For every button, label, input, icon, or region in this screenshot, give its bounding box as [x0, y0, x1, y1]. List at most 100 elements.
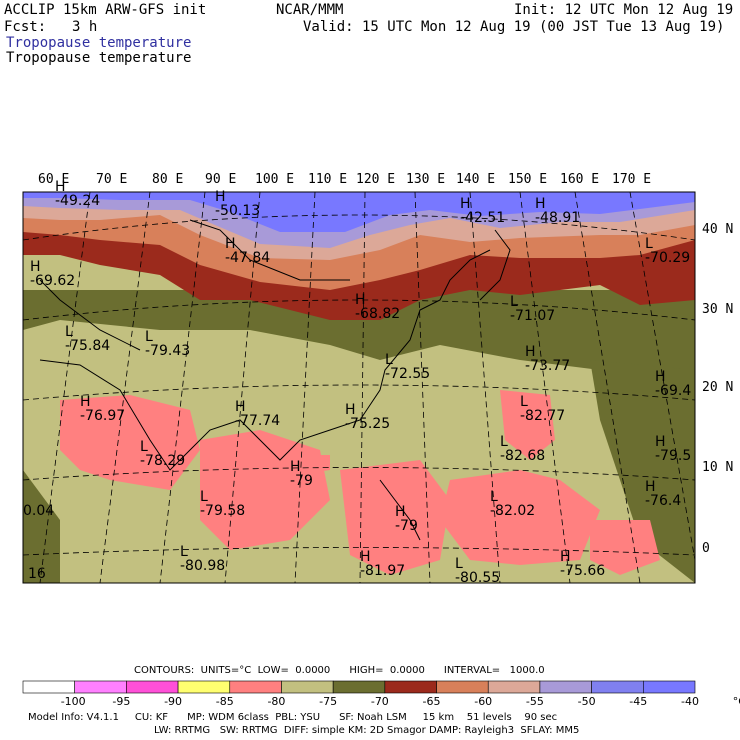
- hl-marker: H: [360, 549, 371, 565]
- hl-value: -49.24: [55, 193, 100, 209]
- hl-marker: L: [520, 394, 528, 410]
- lon-label: 60 E: [38, 172, 70, 187]
- hl-value: -82.68: [500, 448, 545, 464]
- hl-value: -75.84: [65, 338, 110, 354]
- hl-value: -78.29: [140, 453, 185, 469]
- colorbar-swatch: [229, 680, 282, 694]
- hl-value: -79.58: [200, 503, 245, 519]
- colorbar-label: -90: [164, 695, 183, 708]
- hl-marker: H: [655, 434, 666, 450]
- hl-marker: L: [510, 294, 518, 310]
- hl-marker: L: [140, 439, 148, 455]
- hl-value: -75.66: [560, 563, 605, 579]
- hl-labels: H-49.24 H-50.13H-47.84H-42.51H-48.91L-70.…: [23, 179, 691, 586]
- lon-label: 160 E: [560, 172, 600, 187]
- colorbar-swatch: [22, 680, 75, 694]
- model-info-2: LW: RRTMG SW: RRTMG DIFF: simple KM: 2D …: [154, 725, 580, 736]
- hl-marker: H: [80, 394, 91, 410]
- lon-label: 120 E: [356, 172, 396, 187]
- hl-value: -73.77: [525, 358, 570, 374]
- lon-label: 70 E: [96, 172, 128, 187]
- colorbar-swatch: [487, 680, 541, 694]
- hl-value: -47.84: [225, 250, 270, 266]
- colorbar-label: -40: [681, 695, 699, 708]
- hl-value: -82.02: [490, 503, 535, 519]
- valid-time: Valid: 15 UTC Mon 12 Aug 19 (00 JST Tue …: [303, 19, 725, 35]
- hl-value: -76.97: [80, 408, 125, 424]
- colorbar-swatch: [591, 680, 644, 694]
- fcst-label: Fcst:: [4, 19, 47, 35]
- colorbar-label: -100: [60, 695, 86, 708]
- field-title-blue: Tropopause temperature: [6, 35, 192, 51]
- hl-marker: H: [525, 344, 536, 360]
- lon-label: 140 E: [456, 172, 496, 187]
- hl-value: -69.62: [30, 273, 75, 289]
- hl-value: -79: [290, 473, 313, 489]
- hl-value: -68.82: [355, 306, 400, 322]
- hl-marker: H: [55, 179, 66, 195]
- hl-value: -81.97: [360, 563, 405, 579]
- hl-marker: H: [460, 196, 471, 212]
- hl-marker: H: [645, 479, 656, 495]
- field-title-black: Tropopause temperature: [6, 50, 192, 66]
- graticule: [22, 191, 696, 584]
- hl-marker: H: [235, 399, 246, 415]
- colorbar-label: -85: [215, 695, 234, 708]
- colorbar-swatch: [126, 680, 179, 694]
- contours-info: CONTOURS: UNITS=°C LOW= 0.0000 HIGH= 0.0…: [134, 665, 545, 676]
- hl-marker: L: [145, 329, 153, 345]
- hl-marker: L: [65, 324, 73, 340]
- init-time: Init: 12 UTC Mon 12 Aug 19: [514, 2, 734, 18]
- hl-value: -79.5: [655, 448, 691, 464]
- colorbar-label: -65: [422, 695, 441, 708]
- hl-marker: L: [490, 489, 498, 505]
- hl-marker: H: [535, 196, 546, 212]
- hl-marker: L: [200, 489, 208, 505]
- lon-label: 150 E: [508, 172, 548, 187]
- colorbar-label: -50: [577, 695, 596, 708]
- title-left: ACCLIP 15km ARW-GFS init: [4, 2, 207, 18]
- hl-value: -42.51: [460, 210, 505, 226]
- hl-marker: H: [290, 459, 301, 475]
- hl-marker: H: [225, 236, 236, 252]
- colorbar-label: -75: [319, 695, 338, 708]
- hl-marker: L: [645, 236, 653, 252]
- colorbar-label: °C: [732, 695, 740, 708]
- hl-value: -79: [395, 518, 418, 534]
- hl-marker: H: [395, 504, 406, 520]
- lon-label: 170 E: [612, 172, 652, 187]
- hl-value: -82.77: [520, 408, 565, 424]
- fcst-value: 3 h: [72, 19, 98, 35]
- hl-marker: L: [385, 352, 393, 368]
- hl-value: -77.74: [235, 413, 280, 429]
- map-fill: [23, 192, 695, 583]
- hl-value: -71.07: [510, 308, 555, 324]
- lat-label: 10 N: [702, 460, 734, 475]
- hl-marker: L: [455, 556, 463, 572]
- hl-value: -76.4: [645, 493, 681, 509]
- hl-value: -70.29: [645, 250, 690, 266]
- hl-marker: H: [655, 369, 666, 385]
- hl-marker: H: [215, 189, 226, 205]
- lat-label: 0: [702, 541, 710, 556]
- lon-label: 110 E: [308, 172, 348, 187]
- hl-value: -72.55: [385, 366, 430, 382]
- hl-value: -80.55: [455, 570, 500, 586]
- center-name: NCAR/MMM: [276, 2, 344, 18]
- colorbar-label: -60: [474, 695, 493, 708]
- colorbar-swatch: [332, 680, 386, 694]
- hl-marker: H: [560, 549, 571, 565]
- model-info: Model Info: V4.1.1 CU: KF MP: WDM 6class…: [28, 712, 558, 723]
- colorbar-label: -95: [112, 695, 131, 708]
- colorbar-swatch: [177, 680, 231, 694]
- colorbar-label: -45: [629, 695, 648, 708]
- lat-label: 30 N: [702, 302, 734, 317]
- hl-marker: L: [180, 544, 188, 560]
- lat-label: 40 N: [702, 222, 734, 237]
- hl-marker: H: [355, 292, 366, 308]
- hl-value: 16: [28, 566, 46, 582]
- lon-label: 100 E: [255, 172, 295, 187]
- colorbar: [22, 680, 696, 694]
- coastlines: [39, 219, 511, 541]
- colorbar-label: -55: [525, 695, 544, 708]
